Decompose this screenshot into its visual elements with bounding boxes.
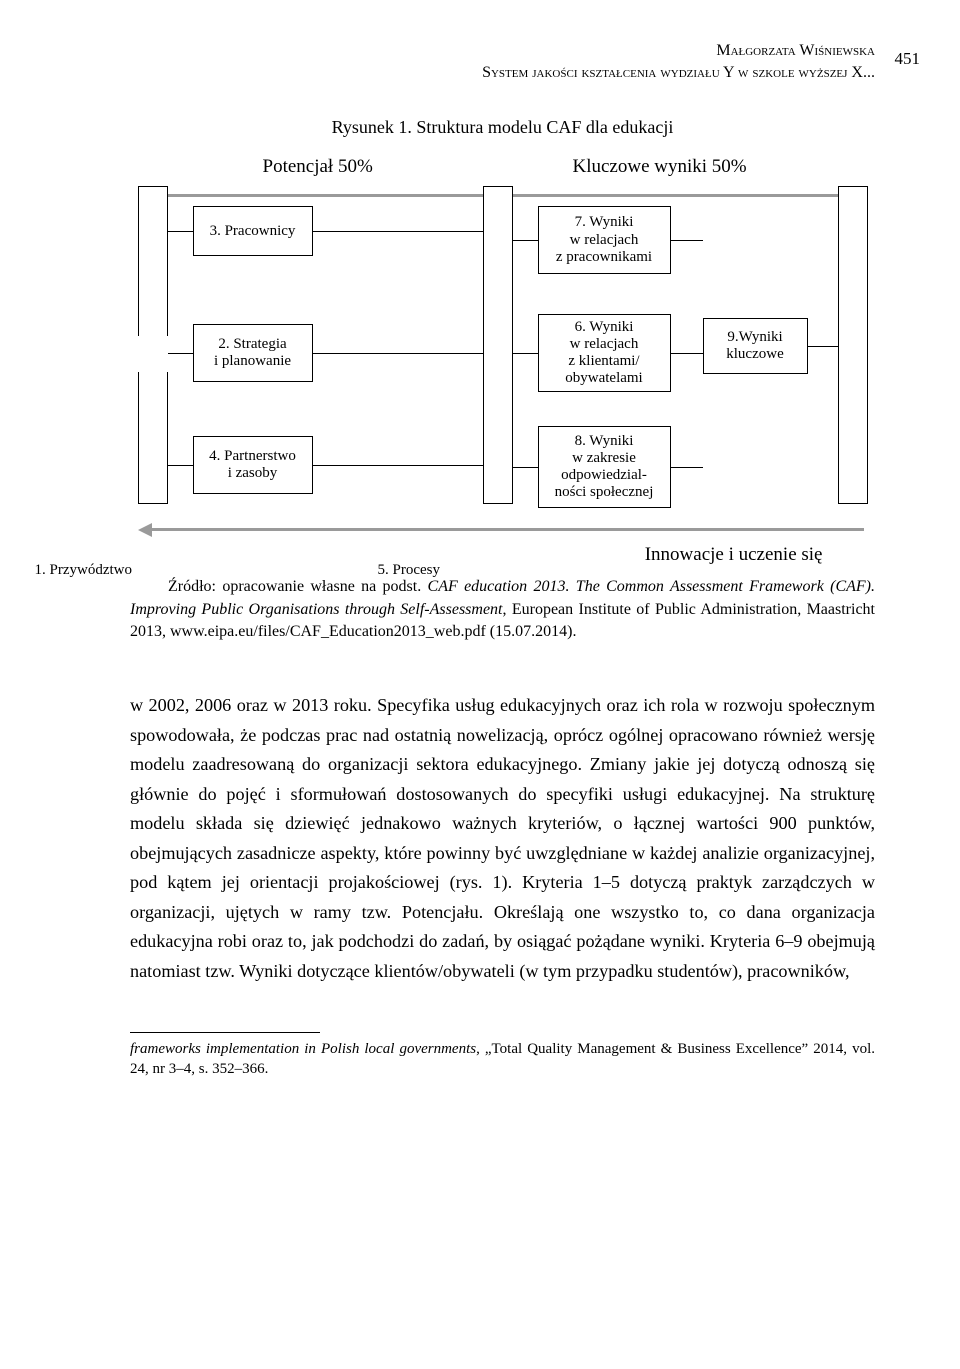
box-5-processes bbox=[363, 324, 463, 360]
header-author: Małgorzata Wiśniewska bbox=[130, 40, 875, 62]
conn bbox=[168, 465, 193, 466]
figure-source: Źródło: opracowanie własne na podst. CAF… bbox=[130, 576, 875, 643]
box-4-label: 4. Partnerstwoi zasoby bbox=[209, 448, 296, 483]
body-text: w 2002, 2006 oraz w 2013 roku. Specyfika… bbox=[130, 691, 875, 986]
conn bbox=[313, 353, 483, 354]
header-title: System jakości kształcenia wydziału Y w … bbox=[130, 62, 875, 84]
bottom-arrow-line bbox=[152, 528, 864, 531]
box-5-label: 5. Procesy bbox=[378, 562, 441, 579]
source-prefix: Źródło: opracowanie własne na podst. bbox=[168, 578, 428, 595]
box-9-keyresults-pillar bbox=[838, 186, 868, 504]
conn bbox=[808, 346, 838, 347]
box-6-label: 6. Wynikiw relacjachz klientami/obywatel… bbox=[565, 319, 642, 388]
conn bbox=[671, 467, 703, 468]
page-number: 451 bbox=[895, 48, 921, 71]
box-3-employees: 3. Pracownicy bbox=[193, 206, 313, 256]
bottom-arrow-head bbox=[138, 523, 152, 537]
conn bbox=[168, 353, 193, 354]
box-9-keyresults: 9.Wynikikluczowe bbox=[703, 318, 808, 374]
conn bbox=[513, 240, 538, 241]
body-paragraph: w 2002, 2006 oraz w 2013 roku. Specyfika… bbox=[130, 691, 875, 986]
label-potencjal: Potencjał 50% bbox=[263, 156, 373, 178]
conn bbox=[313, 231, 483, 232]
conn bbox=[671, 240, 703, 241]
box-5-processes-pillar bbox=[483, 186, 513, 504]
conn bbox=[313, 465, 483, 466]
figure-caption: Rysunek 1. Struktura modelu CAF dla eduk… bbox=[130, 117, 875, 138]
box-8-social-results: 8. Wynikiw zakresieodpowiedzial-ności sp… bbox=[538, 426, 671, 508]
box-1-label: 1. Przywództwo bbox=[35, 562, 133, 579]
conn bbox=[513, 353, 538, 354]
box-3-label: 3. Pracownicy bbox=[210, 223, 296, 240]
caf-diagram: Potencjał 50% Kluczowe wyniki 50% 3. Pra… bbox=[138, 156, 868, 576]
label-wyniki: Kluczowe wyniki 50% bbox=[573, 156, 747, 178]
box-6-client-results: 6. Wynikiw relacjachz klientami/obywatel… bbox=[538, 314, 671, 392]
box-7-label: 7. Wynikiw relacjachz pracownikami bbox=[556, 214, 652, 266]
box-1-leadership bbox=[58, 336, 168, 372]
box-2-strategy: 2. Strategiai planowanie bbox=[193, 324, 313, 382]
footnote: frameworks implementation in Polish loca… bbox=[130, 1039, 875, 1080]
conn bbox=[671, 353, 703, 354]
box-4-partnership: 4. Partnerstwoi zasoby bbox=[193, 436, 313, 494]
box-2-label: 2. Strategiai planowanie bbox=[214, 336, 291, 371]
box-9-label: 9.Wynikikluczowe bbox=[726, 329, 783, 364]
footnote-italic: frameworks implementation in Polish loca… bbox=[130, 1041, 476, 1057]
label-feedback: Innowacje i uczenie się bbox=[645, 544, 823, 566]
conn bbox=[168, 231, 193, 232]
box-8-label: 8. Wynikiw zakresieodpowiedzial-ności sp… bbox=[555, 433, 654, 502]
conn bbox=[513, 467, 538, 468]
footnote-rule bbox=[130, 1032, 320, 1033]
running-header: Małgorzata Wiśniewska System jakości ksz… bbox=[130, 40, 875, 83]
box-7-employee-results: 7. Wynikiw relacjachz pracownikami bbox=[538, 206, 671, 274]
